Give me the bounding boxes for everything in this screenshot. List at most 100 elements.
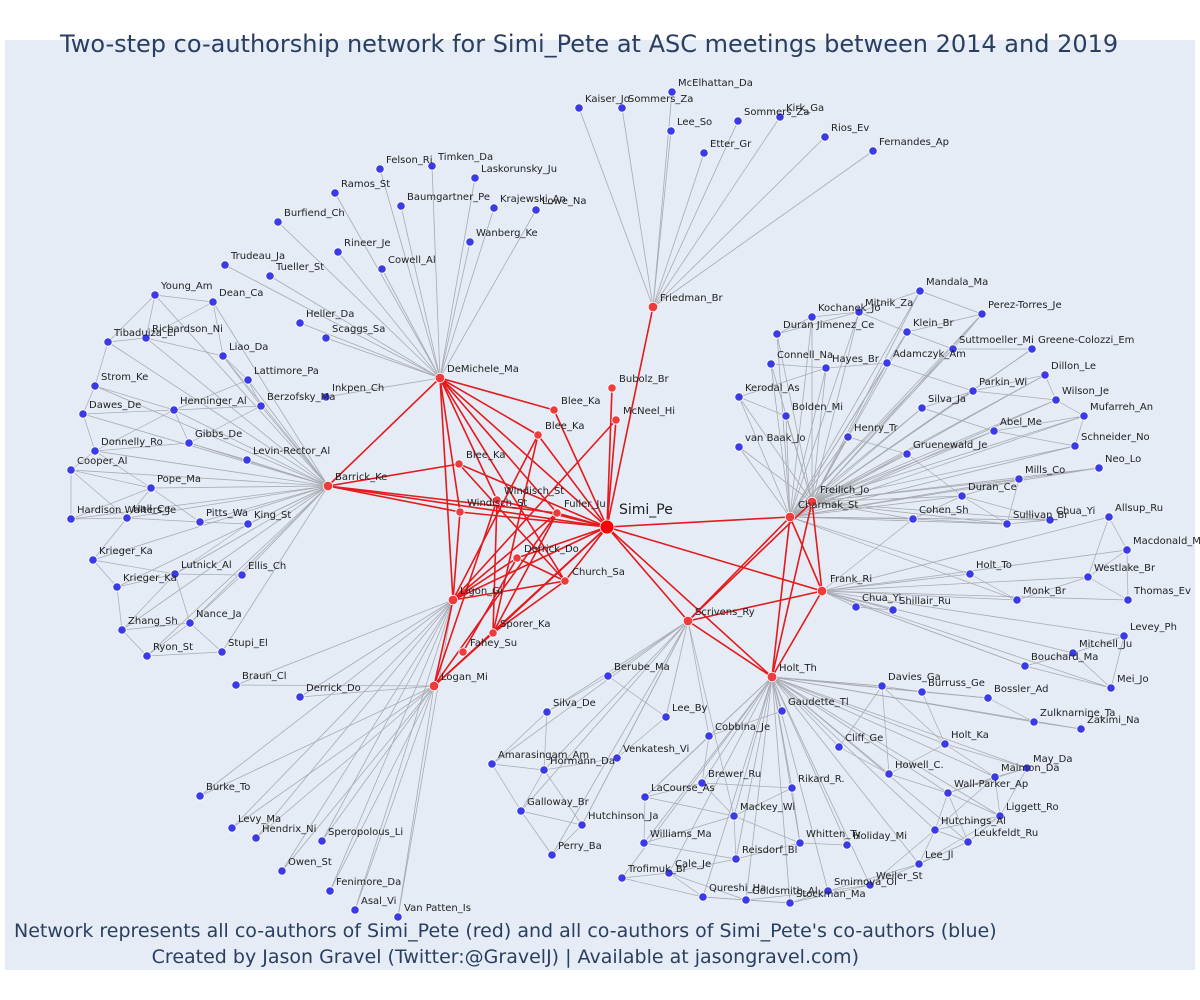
node-label: Hayes_Br xyxy=(832,354,880,365)
coauthor-node xyxy=(549,405,559,415)
red-edge xyxy=(433,632,494,687)
second-degree-node xyxy=(731,854,741,864)
node-label: Berube_Ma xyxy=(614,662,670,673)
gray-edge xyxy=(888,743,946,775)
red-edge xyxy=(439,377,566,582)
gray-edge xyxy=(543,711,548,771)
gray-edge xyxy=(173,409,190,444)
gray-edge xyxy=(972,374,1046,392)
node-label: Mitnik_Za xyxy=(865,298,913,309)
red-edge xyxy=(439,377,539,436)
gray-edge xyxy=(247,379,262,407)
coauthor-node xyxy=(454,459,464,469)
second-degree-node xyxy=(930,825,940,835)
gray-edge xyxy=(82,409,175,415)
node-label: Chua_Yi xyxy=(1056,506,1095,517)
second-degree-node xyxy=(908,514,918,524)
chart-title: Two-step co-authorship network for Simi_… xyxy=(60,30,1119,58)
node-label: Perry_Ba xyxy=(558,841,602,852)
gray-edge xyxy=(325,377,441,398)
second-degree-node xyxy=(141,333,151,343)
gray-edge xyxy=(92,559,118,588)
second-degree-node xyxy=(888,605,898,615)
second-degree-node xyxy=(273,217,283,227)
node-label: Derrick_Do xyxy=(306,683,361,694)
second-degree-node xyxy=(66,465,76,475)
node-label: Mei_Jo xyxy=(1117,674,1149,685)
node-label: Hendrix_Ni xyxy=(262,824,316,835)
second-degree-node xyxy=(227,823,237,833)
node-label: Freilich_Jo xyxy=(820,485,869,496)
second-degree-node xyxy=(169,405,179,415)
gray-edge xyxy=(621,872,670,879)
caption-line-1: Network represents all co-authors of Sim… xyxy=(14,920,997,942)
second-degree-node xyxy=(617,873,627,883)
red-edge xyxy=(452,557,518,601)
node-label: Timken_Da xyxy=(437,152,493,163)
gray-edge xyxy=(821,590,1129,601)
second-degree-node xyxy=(917,403,927,413)
node-label: Perez-Torres_Je xyxy=(988,300,1062,311)
node-label: Connell_Na xyxy=(777,350,833,361)
gray-edge xyxy=(107,341,329,487)
second-degree-node xyxy=(251,833,261,843)
node-label: Neo_Lo xyxy=(1105,454,1141,465)
gray-edge xyxy=(281,685,435,872)
gray-edge xyxy=(520,810,553,856)
gray-edge xyxy=(993,415,1085,432)
second-degree-node xyxy=(242,455,252,465)
gray-edge xyxy=(520,620,689,812)
red-edge xyxy=(327,485,558,514)
node-label: Williams_Ma xyxy=(650,829,712,840)
red-edge xyxy=(606,526,773,678)
second-degree-node xyxy=(1106,683,1116,693)
second-degree-node xyxy=(772,329,782,339)
gray-edge xyxy=(858,290,921,313)
gray-edge xyxy=(173,379,249,411)
gray-edge xyxy=(199,521,249,525)
second-degree-node xyxy=(820,132,830,142)
second-degree-node xyxy=(902,449,912,459)
node-label: Burfiend_Ch xyxy=(284,208,345,219)
gray-edge xyxy=(354,685,435,911)
red-edge xyxy=(433,512,558,687)
node-label: Levey_Ph xyxy=(1130,622,1177,633)
red-edge xyxy=(439,377,454,601)
second-degree-node xyxy=(237,570,247,580)
gray-edge xyxy=(255,685,435,839)
gray-edge xyxy=(934,776,996,831)
node-label: Amarasingam_Am xyxy=(498,750,589,761)
gray-edge xyxy=(687,620,710,737)
red-edge xyxy=(537,434,608,528)
node-label: Felson_Ri xyxy=(386,155,433,166)
node-label: Hutchinson_Ja xyxy=(588,811,658,822)
gray-edge xyxy=(546,675,609,713)
node-label: Mandala_Ma xyxy=(926,277,988,288)
gray-edge xyxy=(329,599,454,892)
gray-edge xyxy=(776,311,860,335)
second-degree-node xyxy=(231,680,241,690)
node-label: Goldsmith_Al xyxy=(752,886,818,897)
gray-edge xyxy=(1074,415,1085,447)
node-label: Cobbina_Je xyxy=(715,722,770,733)
gray-edge xyxy=(174,573,191,624)
gray-edge xyxy=(121,629,148,657)
gray-edge xyxy=(607,675,667,718)
gray-edge xyxy=(107,294,156,343)
gray-edge xyxy=(121,573,176,631)
node-label: Tibaduiza_El xyxy=(113,328,176,339)
gray-edge xyxy=(188,442,248,461)
gray-edge xyxy=(189,622,223,653)
gray-edge xyxy=(811,501,914,520)
node-label: Owen_St xyxy=(288,857,332,868)
second-degree-node xyxy=(639,838,649,848)
gray-edge xyxy=(145,301,214,339)
gray-edge xyxy=(881,685,946,745)
gray-edge xyxy=(947,792,1001,817)
gray-edge xyxy=(789,348,954,518)
second-degree-node xyxy=(1083,572,1093,582)
node-label: Krajewski_An xyxy=(500,194,566,205)
gray-edge xyxy=(126,485,329,519)
gray-edge xyxy=(776,316,813,335)
node-label: Lee_So xyxy=(677,117,712,128)
